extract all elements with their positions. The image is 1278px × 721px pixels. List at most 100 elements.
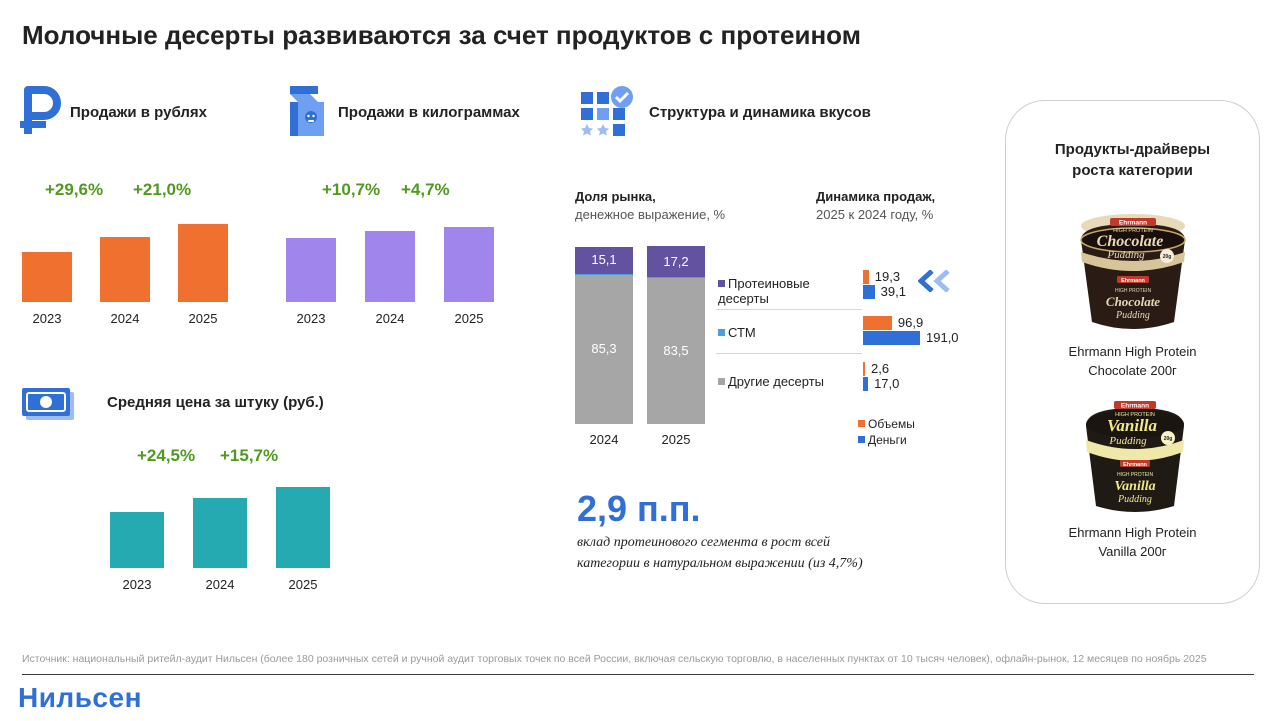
drivers-panel	[1005, 100, 1260, 604]
category-label-protein: Протеиновые десерты	[718, 276, 853, 306]
product-flavor-text: Vanilla	[1107, 416, 1158, 435]
rub-bar-2025	[178, 223, 228, 302]
legend-text-volume: Объемы	[868, 417, 915, 431]
price-bar-2025	[276, 487, 330, 568]
rub-tick-2023: 2023	[32, 311, 62, 326]
rub-growth-2024: +29,6%	[45, 180, 104, 199]
product-badge-text: 20g	[1164, 436, 1173, 442]
share-seg-1-2024	[575, 273, 633, 275]
page-title: Молочные десерты развиваются за счет про…	[22, 20, 861, 50]
product-line-text: HIGH PROTEIN	[1115, 288, 1152, 294]
legend-swatch-volume	[858, 420, 865, 427]
banknote-icon	[20, 386, 76, 422]
price-tick-2025: 2025	[288, 577, 318, 592]
dyn-label-0-0: 19,3	[874, 269, 901, 284]
kg-bar-2023	[286, 237, 336, 302]
category-text-other: Другие десерты	[728, 374, 825, 389]
category-text-protein: Протеиновые десерты	[718, 276, 810, 306]
kg-tick-2025: 2025	[454, 311, 484, 326]
kg-growth-2025: +4,7%	[401, 180, 450, 199]
share-seg-1-2025	[647, 276, 705, 278]
rub-bar-2024	[100, 237, 150, 302]
legend-volume: Объемы	[858, 417, 915, 431]
dyn-bar-1-1	[863, 331, 920, 345]
price-growth-2024: +24,5%	[137, 446, 196, 465]
highlight-value: 2,9 п.п.	[577, 488, 701, 529]
price-bar-2023	[110, 512, 164, 568]
price-tick-2023: 2023	[122, 577, 152, 592]
share-label-0-2024: 85,3	[591, 341, 617, 357]
highlight-note: вклад протеинового сегмента в рост всей …	[577, 532, 863, 574]
legend-swatch-other	[718, 378, 725, 385]
product-flavor-text: Chocolate	[1097, 233, 1164, 250]
structure-section-title: Структура и динамика вкусов	[649, 104, 871, 121]
product-name-line: Chocolate 200г	[1088, 363, 1177, 378]
share-seg-0-2025	[647, 277, 705, 424]
share-label-2-2024: 15,1	[591, 252, 617, 268]
footer-rule	[22, 674, 1254, 675]
nielsen-logo: Нильсен	[18, 682, 142, 713]
product-flavor-text: Chocolate	[1106, 294, 1160, 309]
highlight-note-line: категории в натуральном выражении (из 4,…	[577, 556, 863, 571]
dyn-label-1-1: 191,0	[926, 330, 959, 345]
rub-tick-2025: 2025	[188, 311, 218, 326]
milk-carton-icon	[286, 84, 326, 138]
dynamics-title: Динамика продаж,	[816, 189, 936, 204]
product-image-vanilla: Ehrmann HIGH PROTEIN Vanilla Pudding 20g…	[1080, 396, 1190, 518]
rub-tick-2024: 2024	[110, 311, 140, 326]
category-label-other: Другие десерты	[718, 374, 824, 389]
product-brand-text: Ehrmann	[1121, 278, 1145, 284]
rub-section-title: Продажи в рублях	[70, 104, 208, 121]
kg-tick-2024: 2024	[375, 311, 405, 326]
legend-money: Деньги	[858, 433, 907, 447]
product-flavor-text: Vanilla	[1114, 479, 1155, 494]
share-subtitle: денежное выражение, %	[575, 207, 726, 222]
product-brand-text: Ehrmann	[1121, 403, 1149, 410]
rub-bar-2023	[22, 252, 72, 302]
dyn-label-0-1: 96,9	[897, 315, 924, 330]
product-name-chocolate: Ehrmann High Protein Chocolate 200г	[1005, 342, 1260, 380]
product-name-line: Vanilla 200г	[1098, 544, 1167, 559]
kg-bar-2024	[365, 230, 415, 302]
dyn-bar-0-1	[863, 316, 892, 330]
product-badge-text: 20g	[1163, 254, 1172, 260]
kg-tick-2023: 2023	[296, 311, 326, 326]
drivers-title-line: роста категории	[1072, 162, 1193, 179]
dyn-label-0-2: 2,6	[871, 361, 890, 376]
product-image-chocolate: Ehrmann HIGH PROTEIN Chocolate Pudding 2…	[1074, 210, 1192, 335]
share-tick-2025: 2025	[661, 432, 691, 447]
dynamics-subtitle: 2025 к 2024 году, %	[816, 207, 934, 222]
kg-bar-2025	[444, 227, 494, 302]
share-seg-2-2024	[575, 247, 633, 274]
price-section-title: Средняя цена за штуку (руб.)	[107, 394, 324, 411]
share-seg-0-2024	[575, 274, 633, 424]
ruble-icon	[18, 86, 62, 138]
source-note: Источник: национальный ритейл-аудит Ниль…	[22, 653, 1207, 665]
product-brand-text: Ehrmann	[1123, 462, 1147, 468]
legend-text-money: Деньги	[868, 433, 907, 447]
product-name-line: Ehrmann High Protein	[1068, 344, 1197, 359]
legend-swatch-stm	[718, 329, 725, 336]
product-flavor-text: Pudding	[1115, 310, 1150, 321]
price-growth-2025: +15,7%	[220, 446, 279, 465]
dyn-bar-0-2	[863, 362, 865, 376]
kg-section-title: Продажи в килограммах	[338, 104, 520, 121]
rub-growth-2025: +21,0%	[133, 180, 192, 199]
dyn-label-1-2: 17,0	[874, 376, 900, 391]
legend-swatch-protein	[718, 280, 725, 287]
dyn-bar-0-0	[863, 270, 869, 284]
dyn-bar-1-0	[863, 285, 875, 299]
category-text-stm: СТМ	[728, 325, 756, 340]
dyn-bar-1-2	[863, 377, 869, 391]
product-line-text: HIGH PROTEIN	[1113, 228, 1153, 234]
drivers-title-line: Продукты-драйверы	[1054, 141, 1211, 158]
share-seg-2-2025	[647, 246, 705, 277]
product-line-text: HIGH PROTEIN	[1117, 472, 1154, 478]
kg-growth-2024: +10,7%	[322, 180, 381, 199]
product-flavor-text: Pudding	[1108, 435, 1147, 447]
product-brand-text: Ehrmann	[1119, 220, 1147, 227]
share-tick-2024: 2024	[589, 432, 619, 447]
legend-swatch-money	[858, 436, 865, 443]
share-label-2-2025: 17,2	[663, 253, 689, 269]
product-flavor-text: Pudding	[1106, 249, 1145, 261]
